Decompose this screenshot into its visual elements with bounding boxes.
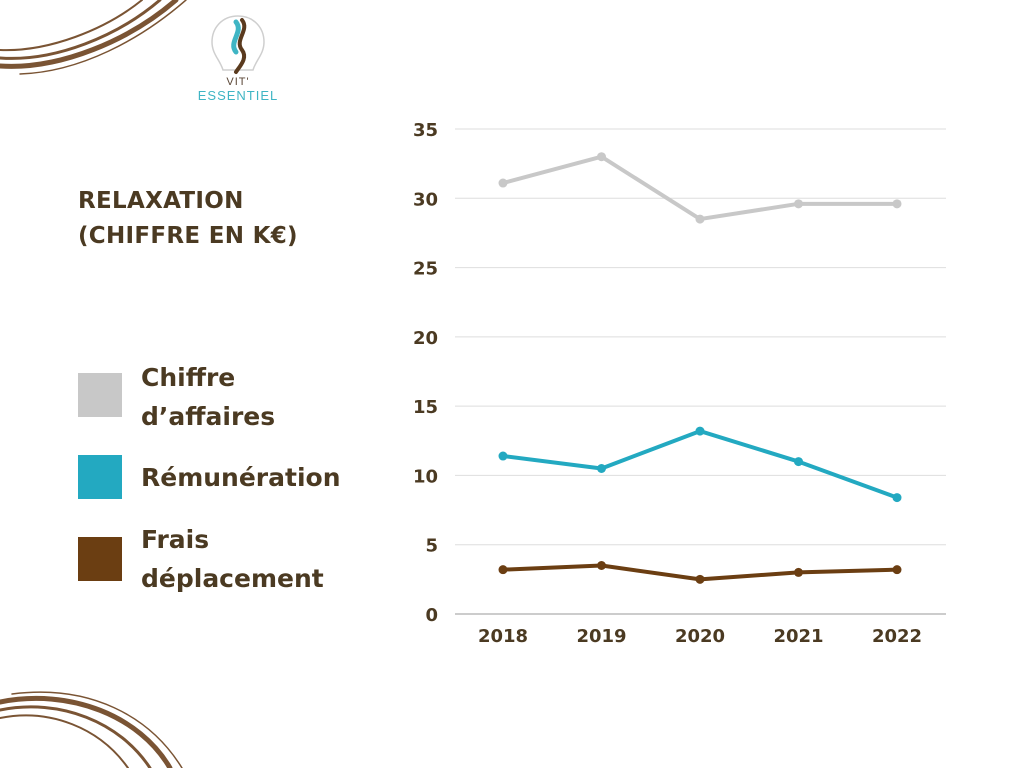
data-point	[597, 561, 606, 570]
x-tick-label: 2021	[773, 626, 823, 647]
data-point	[498, 178, 508, 188]
legend-label-line: d’affaires	[141, 402, 276, 431]
data-point	[892, 493, 902, 503]
series-1	[498, 426, 902, 503]
data-point	[498, 565, 508, 575]
legend-swatch-chiffre-affaires	[78, 373, 122, 417]
chart-title-line-2: (CHIFFRE EN K€)	[78, 223, 298, 249]
data-point	[695, 574, 705, 584]
legend-label-line: Frais	[141, 525, 210, 554]
y-axis-ticks: 0 5 10 15 20 25 30 35	[413, 120, 438, 626]
y-tick-label: 10	[413, 466, 438, 487]
data-point	[498, 451, 508, 461]
x-axis-ticks: 2018 2019 2020 2021 2022	[478, 626, 922, 647]
series-2	[498, 561, 902, 584]
data-point	[695, 214, 705, 224]
x-tick-label: 2022	[872, 626, 922, 647]
y-tick-label: 20	[413, 328, 438, 349]
legend-swatch-remuneration	[78, 455, 122, 499]
data-point	[597, 152, 606, 162]
y-tick-label: 15	[413, 397, 438, 418]
legend-label-chiffre-affaires: Chiffre d’affaires	[141, 358, 371, 436]
legend-label-line: Chiffre	[141, 363, 236, 392]
data-point	[794, 567, 803, 577]
legend-label-line: déplacement	[141, 564, 324, 593]
chart-gridlines	[455, 128, 946, 615]
legend-label-frais-deplacement: Frais déplacement	[141, 520, 371, 598]
brand-logo: VIT' ESSENTIEL	[190, 14, 286, 114]
data-point	[695, 426, 705, 436]
y-tick-label: 35	[413, 120, 438, 141]
data-point	[794, 199, 803, 209]
x-tick-label: 2019	[576, 626, 626, 647]
logo-text: VIT' ESSENTIEL	[192, 76, 284, 102]
chart-title: RELAXATION (CHIFFRE EN K€)	[78, 184, 298, 254]
decorative-swoosh-top	[0, 0, 187, 75]
legend-label-line: Rémunération	[141, 463, 341, 492]
logo-line-2: ESSENTIEL	[197, 88, 279, 103]
chart-series	[498, 152, 902, 584]
data-point	[892, 199, 902, 209]
chart-title-line-1: RELAXATION	[78, 188, 244, 214]
series-line	[501, 154, 899, 222]
decorative-swoosh-bottom	[0, 691, 183, 768]
y-tick-label: 0	[425, 605, 438, 626]
series-0	[498, 152, 902, 224]
x-tick-label: 2020	[675, 626, 725, 647]
y-tick-label: 5	[425, 536, 438, 557]
data-point	[794, 457, 803, 467]
lightbulb-logo-icon	[211, 15, 265, 74]
legend-swatch-frais-deplacement	[78, 537, 122, 581]
x-tick-label: 2018	[478, 626, 528, 647]
data-point	[892, 565, 902, 575]
y-tick-label: 30	[413, 189, 438, 210]
legend-label-remuneration: Rémunération	[141, 458, 371, 497]
y-tick-label: 25	[413, 259, 438, 280]
series-line	[501, 429, 899, 500]
data-point	[597, 464, 606, 473]
logo-line-1: VIT'	[226, 76, 250, 88]
